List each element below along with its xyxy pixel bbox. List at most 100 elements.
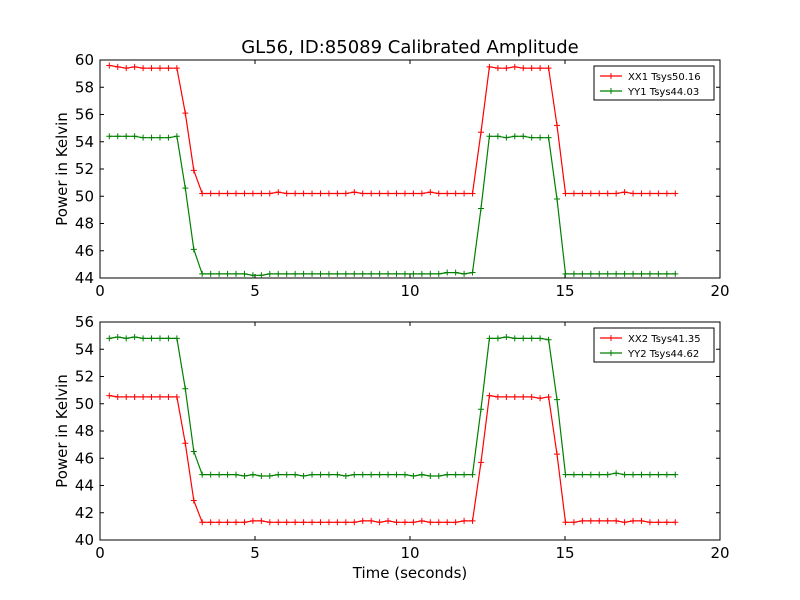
x-tick-label: 5 (250, 544, 260, 562)
data-point (148, 393, 155, 400)
data-point (461, 517, 468, 524)
data-point (385, 190, 392, 197)
data-point (106, 62, 113, 69)
data-point (275, 270, 282, 277)
data-point (511, 393, 518, 400)
data-point (410, 190, 417, 197)
data-point (292, 519, 299, 526)
data-point (334, 270, 341, 277)
data-point (207, 190, 214, 197)
data-point (596, 517, 603, 524)
data-point (452, 519, 459, 526)
data-point (461, 471, 468, 478)
data-point (258, 517, 265, 524)
y-tick-label: 56 (75, 106, 94, 124)
data-point (528, 134, 535, 141)
data-point (216, 519, 223, 526)
data-point (435, 519, 442, 526)
data-point (427, 270, 434, 277)
data-point (444, 269, 451, 276)
data-point (283, 190, 290, 197)
data-point (241, 472, 248, 479)
data-point (427, 519, 434, 526)
legend-entry: XX1 Tsys50.16 (628, 72, 701, 83)
y-axis-label: Power in Kelvin (53, 112, 71, 226)
data-point (621, 471, 628, 478)
data-point (646, 519, 653, 526)
y-tick-label: 48 (75, 422, 94, 440)
data-point (461, 270, 468, 277)
data-point (249, 272, 256, 279)
data-point (241, 270, 248, 277)
data-point (537, 134, 544, 141)
data-point (249, 190, 256, 197)
data-point (292, 471, 299, 478)
data-point (368, 471, 375, 478)
data-point (376, 190, 383, 197)
data-point (486, 133, 493, 140)
data-point (452, 471, 459, 478)
data-point (621, 189, 628, 196)
data-point (630, 270, 637, 277)
x-axis-label: Time (seconds) (352, 564, 468, 582)
data-point (613, 470, 620, 477)
x-tick-label: 5 (250, 282, 260, 300)
data-point (325, 270, 332, 277)
data-point (579, 190, 586, 197)
data-point (486, 63, 493, 70)
data-point (123, 335, 130, 342)
data-point (376, 471, 383, 478)
data-point (156, 393, 163, 400)
data-point (401, 519, 408, 526)
data-point (579, 517, 586, 524)
data-point (148, 134, 155, 141)
data-point (368, 517, 375, 524)
data-point (469, 190, 476, 197)
data-point (359, 270, 366, 277)
data-point (156, 335, 163, 342)
data-point (199, 471, 206, 478)
data-point (325, 471, 332, 478)
x-tick-label: 0 (95, 282, 105, 300)
legend-entry: XX2 Tsys41.35 (628, 334, 701, 345)
data-point (630, 190, 637, 197)
data-point (207, 270, 214, 277)
data-point (410, 472, 417, 479)
y-tick-label: 40 (75, 531, 94, 549)
y-tick-label: 56 (75, 313, 94, 331)
data-point (503, 65, 510, 72)
data-point (224, 270, 231, 277)
data-point (309, 519, 316, 526)
data-point (393, 270, 400, 277)
data-point (596, 270, 603, 277)
data-point (587, 471, 594, 478)
data-point (317, 519, 324, 526)
data-point (351, 471, 358, 478)
data-point (376, 270, 383, 277)
data-point (131, 333, 138, 340)
data-point (604, 471, 611, 478)
data-point (401, 471, 408, 478)
data-point (173, 393, 180, 400)
legend-entry: YY1 Tsys44.03 (627, 87, 699, 98)
data-point (258, 190, 265, 197)
y-tick-label: 60 (75, 51, 94, 69)
data-point (486, 335, 493, 342)
data-point (385, 471, 392, 478)
data-point (579, 471, 586, 478)
data-point (655, 190, 662, 197)
data-point (283, 471, 290, 478)
data-point (570, 519, 577, 526)
data-point (123, 65, 130, 72)
y-axis-label: Power in Kelvin (53, 374, 71, 488)
data-point (418, 517, 425, 524)
data-point (368, 270, 375, 277)
data-point (554, 396, 561, 403)
data-point (562, 190, 569, 197)
data-point (503, 134, 510, 141)
data-point (148, 65, 155, 72)
data-point (452, 269, 459, 276)
series-line-2 (109, 336, 676, 477)
data-point (469, 471, 476, 478)
